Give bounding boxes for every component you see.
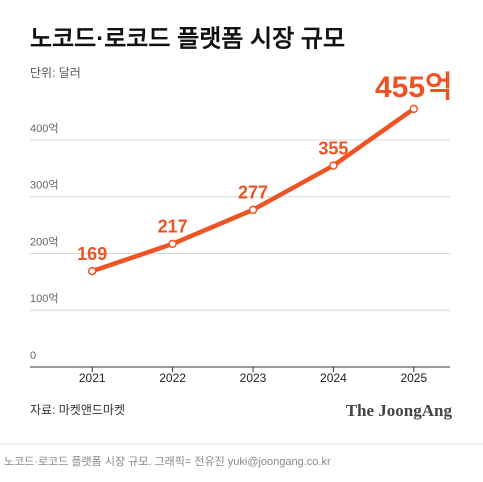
- y-tick-label: 100억: [30, 292, 58, 305]
- data-point: [248, 205, 258, 215]
- chart-title: 노코드·로코드 플랫폼 시장 규모: [30, 25, 345, 52]
- y-tick-label: 300억: [30, 179, 58, 192]
- data-point: [87, 266, 97, 276]
- source: 자료: 마켓앤드마켓: [30, 403, 125, 417]
- caption: 노코드·로코드 플랫폼 시장 규모. 그래픽= 전유진 yuki@joongan…: [4, 455, 331, 468]
- data-point: [409, 104, 419, 114]
- y-tick-label: 200억: [30, 235, 58, 248]
- x-tick-label: 2022: [159, 371, 186, 385]
- data-label: 277: [238, 183, 268, 203]
- x-tick-label: 2024: [320, 371, 347, 385]
- data-label: 217: [158, 217, 188, 237]
- data-label: 169: [77, 244, 107, 264]
- data-label: 355: [318, 138, 348, 158]
- y-tick-label: 0: [30, 350, 36, 362]
- x-tick-label: 2021: [79, 371, 106, 385]
- x-tick-label: 2023: [240, 371, 267, 385]
- y-tick-label: 400억: [30, 122, 58, 135]
- data-point: [329, 161, 338, 170]
- data-label: 455억: [375, 71, 453, 104]
- x-tick-label: 2025: [400, 371, 427, 385]
- unit-note: 단위: 달러: [30, 66, 81, 80]
- brand: The JoongAng: [346, 401, 453, 420]
- data-point: [168, 239, 177, 249]
